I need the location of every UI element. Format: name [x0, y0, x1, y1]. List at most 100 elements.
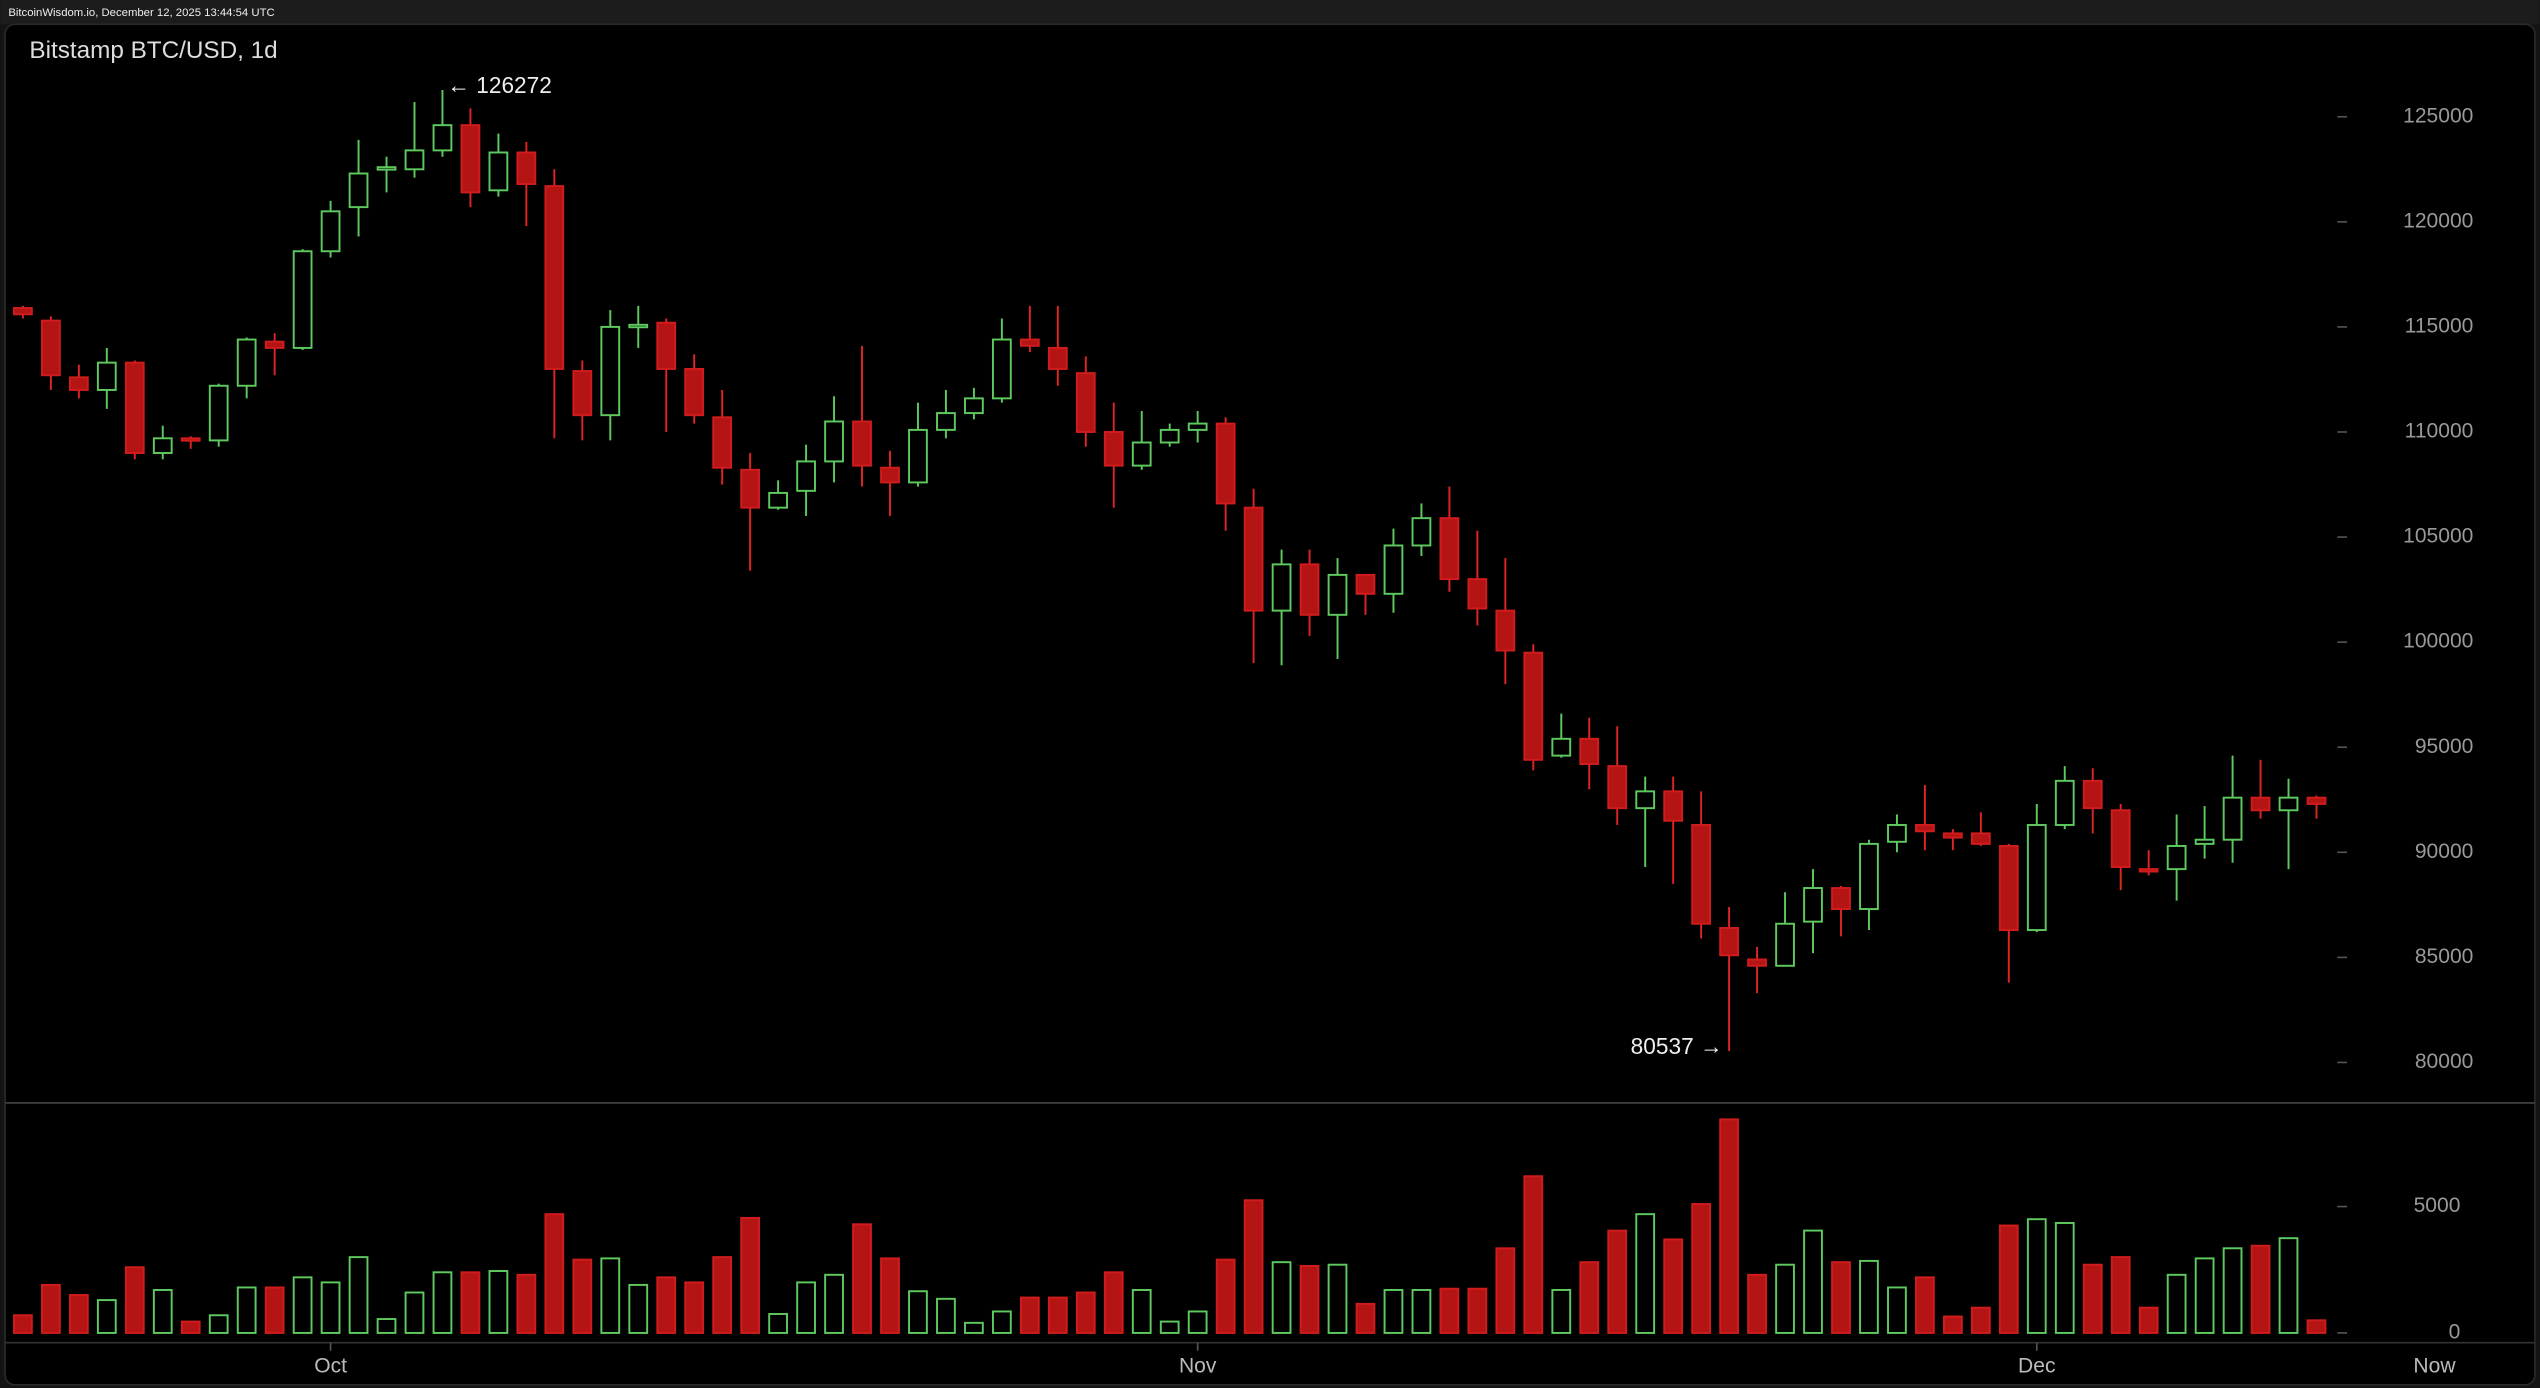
candle-body [180, 437, 201, 442]
candle-body [824, 420, 844, 463]
volume-tick-label: 5000 [2414, 1194, 2461, 1217]
volume-bar [1915, 1276, 1935, 1334]
candle-body [1775, 922, 1795, 967]
candle-body [1970, 832, 1991, 845]
volume-bar [404, 1291, 425, 1334]
candle-body [964, 397, 984, 415]
candle-body [852, 420, 872, 467]
candle-body [1467, 578, 1488, 610]
volume-bar [880, 1257, 900, 1334]
candle-body [404, 149, 425, 171]
candle-body [2250, 796, 2271, 812]
volume-bar [460, 1271, 481, 1334]
volume-bar [1803, 1229, 1823, 1334]
candle-body [1579, 737, 1600, 766]
volume-bar [40, 1283, 61, 1334]
candle-body [1243, 506, 1264, 612]
volume-bar [2082, 1263, 2103, 1334]
volume-bar [1047, 1296, 1068, 1334]
candle-body [1887, 824, 1907, 843]
volume-bar [628, 1283, 649, 1334]
volume-bar [1942, 1315, 1963, 1334]
volume-bar [348, 1256, 369, 1334]
volume-bar [1775, 1263, 1795, 1334]
candle-body [1187, 422, 1208, 431]
volume-bar [1635, 1213, 1656, 1334]
volume-bar [1103, 1271, 1124, 1334]
candle-body [1551, 737, 1572, 757]
candle-body [991, 338, 1012, 400]
candle-body [2110, 809, 2131, 868]
candle-body [2194, 838, 2215, 845]
volume-bar [1383, 1289, 1404, 1334]
candle-body [1159, 428, 1180, 444]
volume-bar [796, 1281, 816, 1334]
candle-body [1075, 372, 1096, 433]
volume-bar [124, 1266, 145, 1334]
volume-bar [1327, 1263, 1348, 1334]
volume-bar [236, 1286, 257, 1334]
candle-body [1635, 790, 1656, 810]
candle-body [740, 468, 761, 509]
x-tick-label: Nov [1179, 1355, 1217, 1378]
volume-bar [96, 1299, 117, 1334]
candle-body [1747, 958, 1767, 967]
volume-bar [1075, 1291, 1096, 1334]
volume-bar [1243, 1199, 1264, 1334]
candle-body [376, 166, 397, 171]
volume-bar [2250, 1244, 2271, 1334]
candle-body [2166, 845, 2187, 871]
candle-body [152, 437, 173, 454]
volume-tick-label: 0 [2449, 1321, 2461, 1344]
volume-bar [936, 1297, 956, 1334]
volume-bar [2278, 1237, 2299, 1334]
candle-body [1103, 431, 1124, 467]
candle-body [1663, 790, 1684, 822]
candle-body [2278, 796, 2299, 812]
volume-bar [208, 1314, 229, 1334]
volume-bar [1187, 1310, 1208, 1334]
candle-body [432, 124, 453, 152]
candle-body [1131, 441, 1152, 467]
volume-bar [1411, 1289, 1432, 1334]
volume-bar [1271, 1261, 1292, 1334]
y-tick-label: 80000 [2415, 1050, 2474, 1073]
volume-bar [824, 1273, 844, 1334]
candle-body [96, 361, 117, 391]
volume-bar [2194, 1257, 2215, 1334]
candle-body [516, 151, 537, 185]
candle-body [264, 340, 285, 349]
candle-body [1803, 887, 1823, 923]
candle-body [208, 384, 229, 442]
candle-body [348, 172, 369, 209]
volume-bar [1859, 1259, 1879, 1334]
volume-bar [1719, 1118, 1739, 1334]
annotation: 80537 → [1631, 1033, 1723, 1059]
y-tick-label: 110000 [2405, 420, 2474, 443]
candle-body [2082, 779, 2103, 810]
volume-bar [264, 1286, 285, 1334]
candle-body [656, 321, 677, 370]
candle-body [236, 338, 257, 387]
x-end-label: Now [2413, 1355, 2456, 1378]
volume-bar [1467, 1287, 1488, 1334]
candle-body [1411, 517, 1432, 547]
volume-bar [320, 1281, 341, 1334]
volume-bar [2166, 1273, 2187, 1334]
candle-body [1019, 338, 1040, 347]
y-tick-label: 125000 [2403, 104, 2473, 127]
volume-bar [964, 1321, 984, 1334]
candle-body [1942, 832, 1963, 839]
candle-body [2222, 796, 2243, 841]
candle-body [1831, 887, 1851, 911]
volume-bar [544, 1213, 565, 1334]
candle-body [1915, 824, 1935, 833]
volume-bar [1131, 1289, 1152, 1334]
annotation: ← 126272 [447, 72, 552, 98]
volume-bar [684, 1281, 705, 1334]
volume-bar [1663, 1238, 1684, 1334]
candle-body [908, 428, 928, 484]
volume-bar [1019, 1296, 1040, 1334]
